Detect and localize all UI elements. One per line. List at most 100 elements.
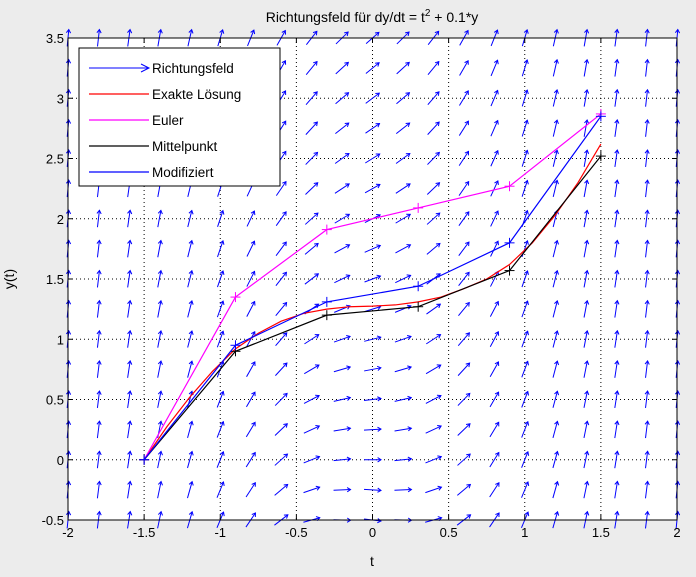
field-arrow-head [219, 330, 225, 336]
field-arrow-head [188, 209, 194, 215]
field-arrow [521, 119, 529, 137]
field-arrow-head [313, 182, 319, 187]
field-arrow-head [437, 425, 442, 430]
field-arrow-shaft [425, 486, 442, 494]
field-arrow-head [127, 28, 133, 34]
field-arrow [583, 450, 590, 469]
field-arrow [614, 450, 620, 469]
field-arrow [274, 453, 289, 466]
field-arrow [216, 450, 225, 468]
field-arrow-head [584, 450, 590, 456]
field-arrow [395, 213, 412, 224]
field-arrow-shaft [275, 181, 287, 196]
field-arrow-head [644, 239, 650, 245]
field-arrow-head [345, 213, 351, 219]
field-arrow [333, 426, 352, 432]
field-arrow [521, 149, 529, 167]
field-arrow-head [523, 179, 529, 185]
field-arrow-head [464, 29, 469, 35]
field-arrow [365, 123, 381, 134]
field-arrow-head [157, 28, 163, 34]
field-arrow-head [644, 58, 650, 64]
field-arrow-shaft [275, 302, 287, 317]
field-arrow [274, 483, 289, 496]
field-arrow-shaft [305, 182, 319, 195]
field-arrow [426, 334, 442, 345]
field-arrow [246, 330, 256, 347]
field-arrow-shaft [216, 331, 224, 348]
field-arrow-head [219, 209, 225, 215]
field-arrow-shaft [127, 451, 131, 469]
legend-entry: Richtungsfeld [89, 61, 234, 76]
field-arrow [521, 270, 529, 288]
field-arrow-shaft [645, 391, 649, 408]
field-arrow-head [157, 390, 163, 396]
field-arrow-head [65, 28, 72, 34]
field-arrow-head [219, 420, 225, 426]
field-arrow-head [157, 480, 163, 486]
field-arrow-head [554, 360, 560, 366]
field-arrow [490, 180, 499, 197]
field-arrow [644, 269, 650, 288]
field-arrow-head [436, 394, 442, 400]
field-arrow-head [644, 119, 650, 124]
field-arrow-head [96, 28, 102, 34]
field-arrow-head [584, 58, 590, 64]
field-arrow-shaft [552, 180, 558, 198]
y-tick-label: 0.5 [46, 393, 64, 408]
field-arrow-head [188, 299, 194, 305]
field-arrow-shaft [457, 332, 470, 346]
field-arrow-head [434, 60, 440, 66]
field-arrow-head [219, 450, 225, 456]
field-arrow [275, 301, 288, 317]
series-marker [321, 296, 332, 307]
field-arrow [187, 480, 194, 499]
field-arrow [614, 149, 620, 167]
field-arrow-head [464, 120, 469, 126]
field-arrow [521, 179, 529, 197]
field-arrow-head [96, 239, 102, 245]
field-arrow [552, 58, 559, 77]
field-arrow-shaft [552, 150, 558, 167]
field-arrow-head [127, 269, 133, 275]
field-arrow-head [584, 88, 590, 94]
field-arrow-shaft [335, 92, 349, 105]
field-arrow-shaft [364, 275, 381, 283]
field-arrow-head [584, 510, 590, 516]
field-arrow [394, 456, 413, 462]
field-arrow-shaft [614, 210, 618, 228]
field-arrow [127, 269, 133, 288]
field-arrow-shaft [458, 181, 470, 196]
field-arrow-shaft [187, 451, 193, 469]
field-arrow-shaft [304, 364, 320, 375]
field-arrow [425, 485, 443, 494]
field-arrow-shaft [425, 425, 442, 434]
field-arrow-head [614, 299, 620, 305]
field-arrow-shaft [645, 451, 649, 469]
field-arrow-head [219, 390, 225, 396]
field-arrow-head [674, 359, 681, 365]
field-arrow-head [674, 420, 681, 425]
field-arrow-head [523, 119, 529, 125]
field-arrow-head [282, 211, 287, 216]
field-arrow-shaft [305, 91, 318, 105]
field-arrow-shaft [490, 60, 499, 77]
field-arrow-shaft [187, 421, 193, 438]
field-arrow-head [344, 92, 350, 97]
field-arrow-shaft [274, 453, 288, 466]
field-arrow [187, 330, 194, 348]
field-arrow-head [376, 244, 382, 250]
series-marker [504, 181, 515, 192]
field-arrow-shaft [614, 421, 618, 439]
field-arrow [303, 455, 321, 464]
field-arrow [583, 58, 590, 77]
series-marker [321, 224, 332, 235]
x-tick-label: 2 [673, 525, 680, 540]
field-arrow [459, 59, 469, 76]
field-arrow-head [219, 481, 225, 487]
field-arrow-head [157, 510, 163, 516]
series-marker [230, 340, 241, 351]
field-arrow-head [466, 453, 471, 459]
field-arrow-head [314, 364, 320, 369]
field-arrow-head [188, 480, 194, 486]
